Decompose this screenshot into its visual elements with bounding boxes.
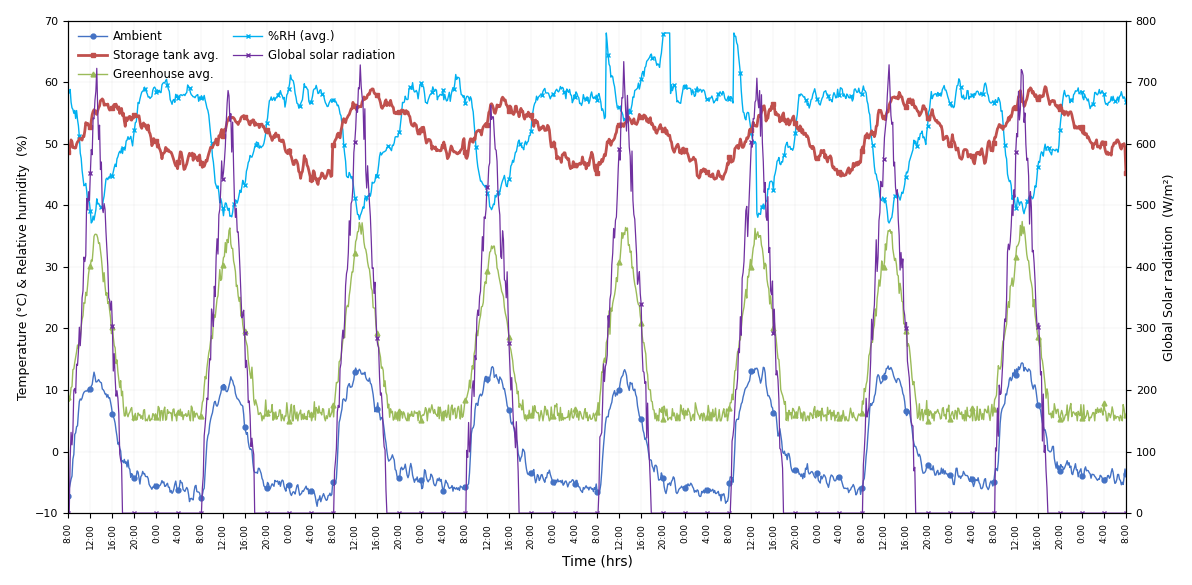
%RH (avg.) [181,84,195,91]
Global solar radiation [848,510,862,517]
Global solar radiation [616,58,631,65]
Greenhouse avg. [61,393,75,400]
Greenhouse avg. [1072,408,1086,415]
Greenhouse avg. [1016,218,1030,225]
%RH (avg.) [848,85,862,92]
%RH (avg.) [1119,99,1134,106]
Ambient [1119,471,1134,478]
Ambient [61,493,75,500]
X-axis label: Time (hrs): Time (hrs) [561,555,633,569]
Storage tank avg. [311,181,325,188]
%RH (avg.) [882,219,896,226]
Greenhouse avg. [846,409,861,416]
Ambient [181,491,195,498]
Storage tank avg. [971,149,986,156]
Storage tank avg. [846,160,861,167]
Storage tank avg. [495,95,509,102]
Greenhouse avg. [182,414,197,421]
Global solar radiation [1070,510,1085,517]
%RH (avg.) [1072,84,1086,91]
Line: %RH (avg.): %RH (avg.) [67,31,1128,225]
Ambient [495,377,509,384]
Ambient [1072,473,1086,480]
Global solar radiation [846,510,861,517]
Global solar radiation [61,510,75,517]
Global solar radiation [181,510,195,517]
%RH (avg.) [61,88,75,95]
Ambient [1016,359,1030,366]
Greenhouse avg. [1119,411,1134,418]
Storage tank avg. [181,153,195,160]
Storage tank avg. [1072,125,1086,132]
Ambient [846,481,861,488]
Greenhouse avg. [848,415,862,422]
Storage tank avg. [1038,83,1053,90]
Greenhouse avg. [495,288,509,295]
Storage tank avg. [61,149,75,156]
Global solar radiation [1119,510,1134,517]
Line: Ambient: Ambient [66,360,1129,509]
%RH (avg.) [493,184,508,191]
%RH (avg.) [600,29,614,36]
Global solar radiation [971,510,986,517]
Line: Global solar radiation: Global solar radiation [66,59,1129,515]
Ambient [848,487,862,494]
%RH (avg.) [973,92,987,99]
Line: Greenhouse avg.: Greenhouse avg. [66,219,1129,424]
%RH (avg.) [846,95,861,102]
Greenhouse avg. [126,417,141,424]
Storage tank avg. [848,161,862,168]
Legend: Ambient, Storage tank avg., Greenhouse avg., %RH (avg.), Global solar radiation: Ambient, Storage tank avg., Greenhouse a… [74,26,399,84]
Y-axis label: Global Solar radiation  (W/m²): Global Solar radiation (W/m²) [1162,173,1175,361]
Line: Storage tank avg.: Storage tank avg. [66,84,1129,187]
Global solar radiation [493,253,508,260]
Ambient [971,479,986,486]
Storage tank avg. [1119,169,1134,176]
Ambient [310,503,324,510]
Y-axis label: Temperature (°C) & Relative humidity  (%): Temperature (°C) & Relative humidity (%) [17,134,30,400]
Greenhouse avg. [971,417,986,424]
